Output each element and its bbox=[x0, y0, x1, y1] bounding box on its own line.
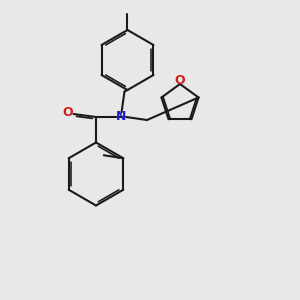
Text: O: O bbox=[175, 74, 185, 87]
Text: O: O bbox=[63, 106, 74, 119]
Text: N: N bbox=[116, 110, 127, 124]
